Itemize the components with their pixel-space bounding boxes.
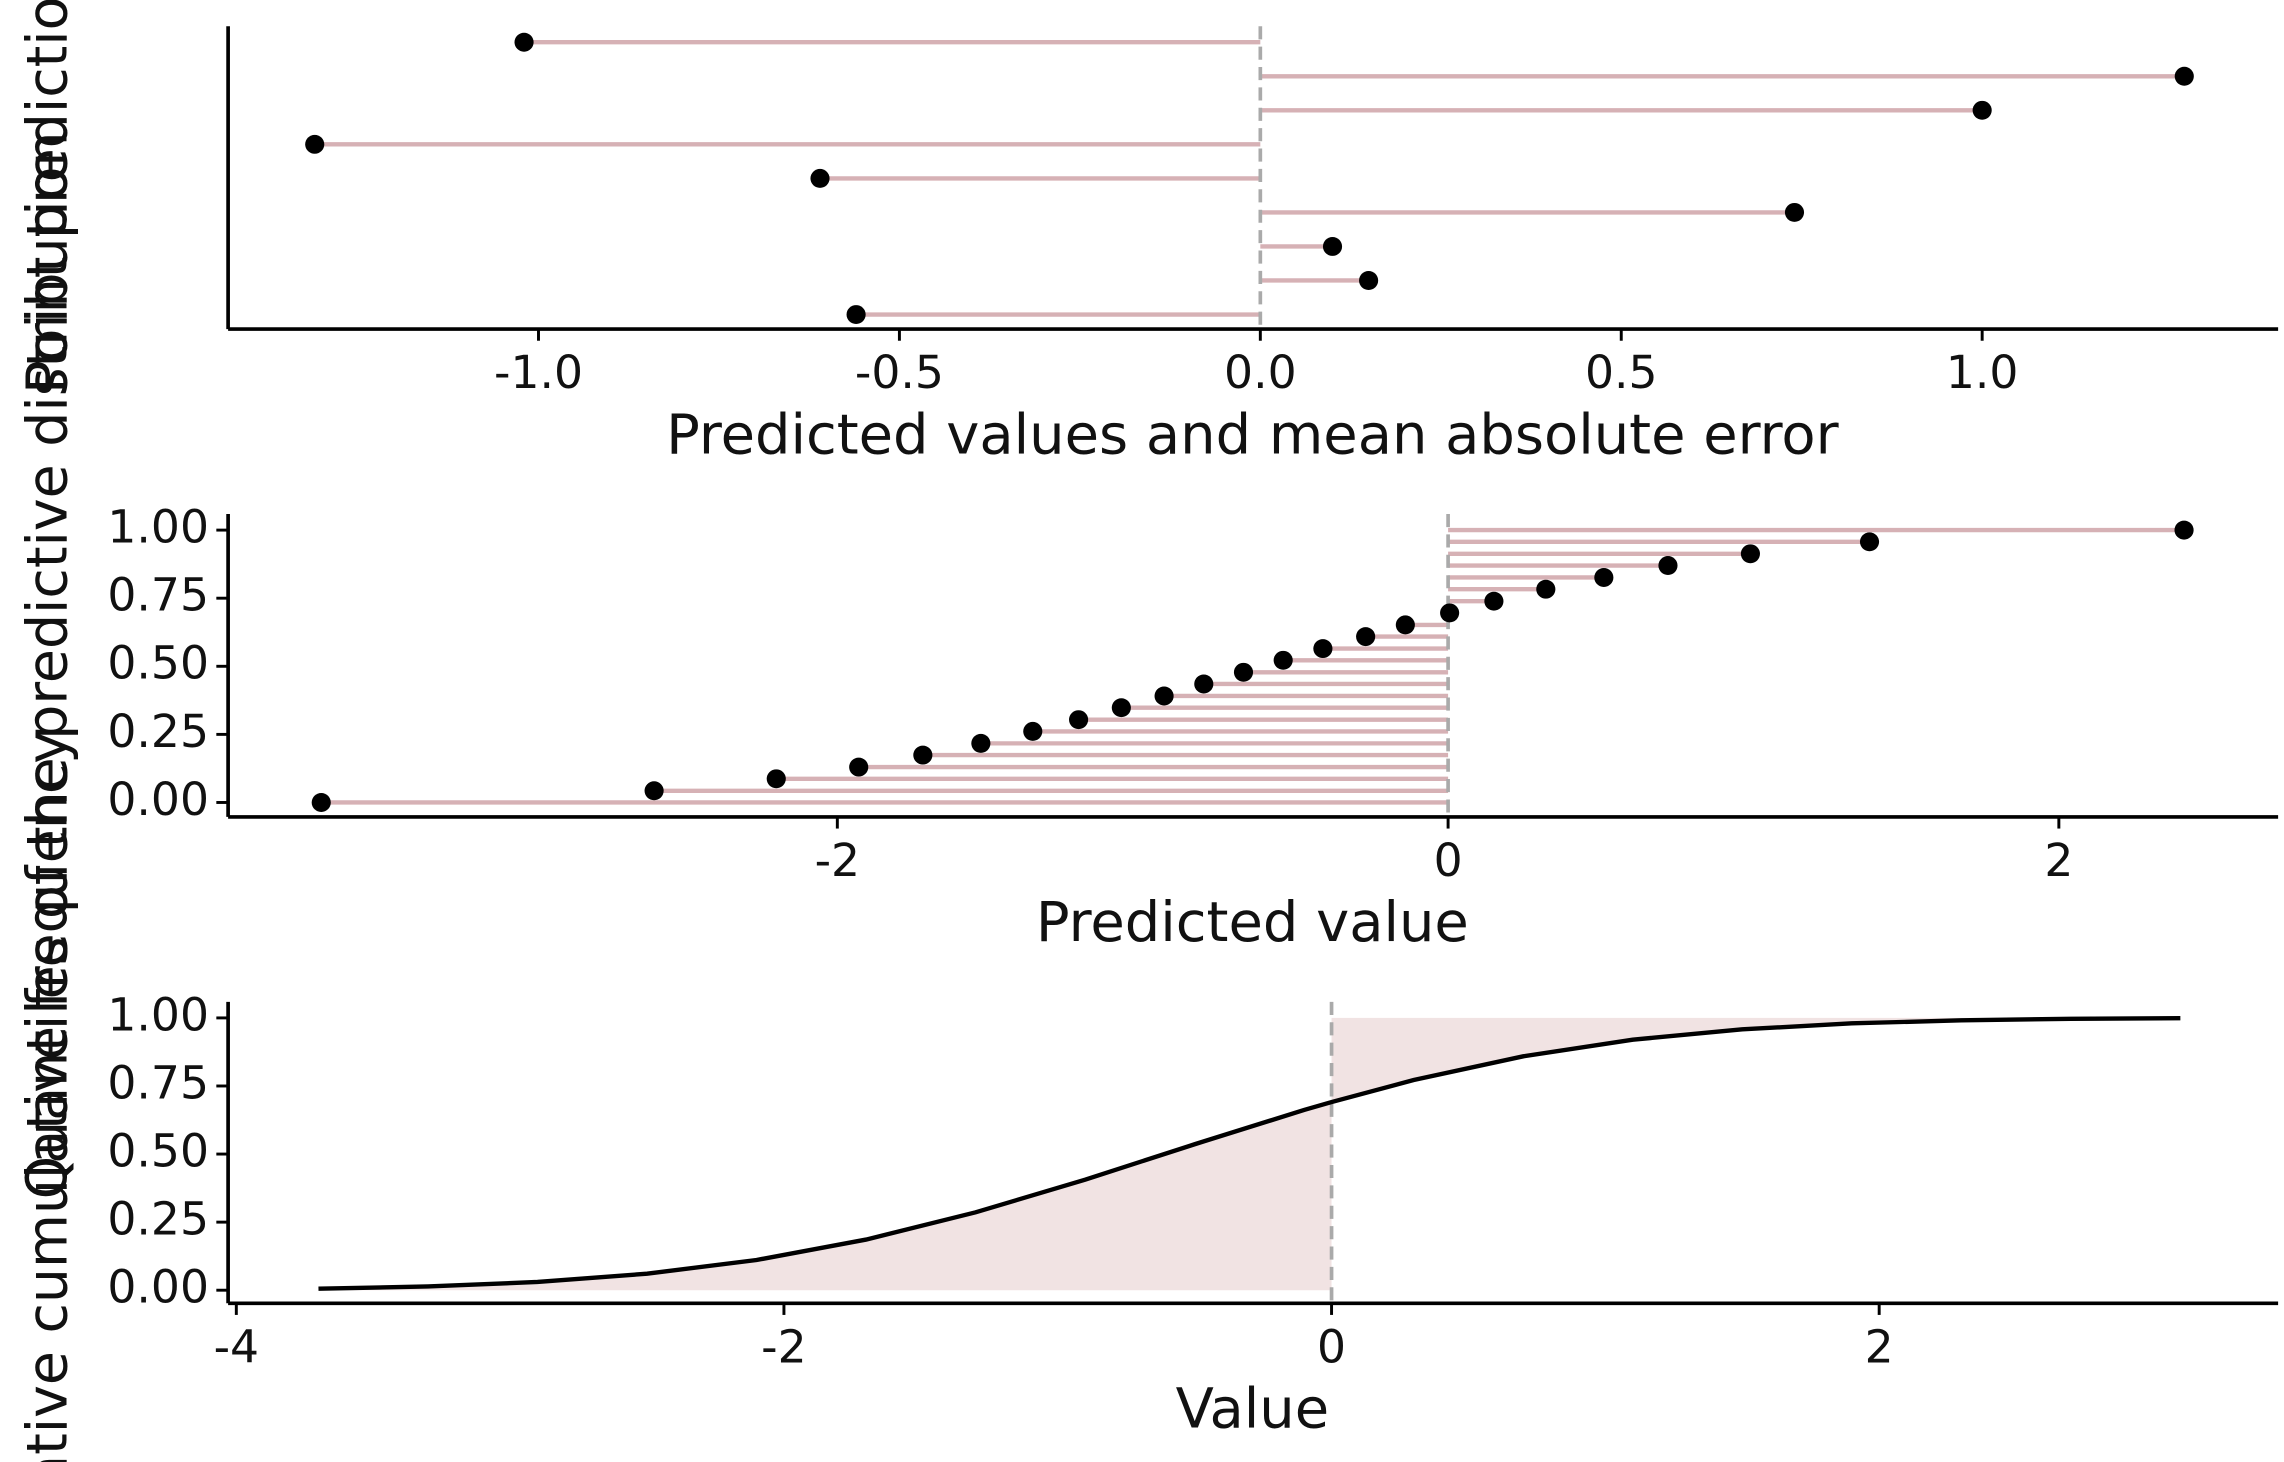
point	[1154, 686, 1174, 706]
shaded-area	[318, 1102, 1332, 1291]
x-axis-label: Predicted values and mean absolute error	[666, 403, 1839, 468]
y-tick-label: 0.25	[107, 1193, 209, 1246]
y-tick-label: 0.75	[107, 569, 209, 622]
point	[971, 733, 991, 753]
point	[1658, 556, 1678, 575]
point	[1273, 650, 1293, 670]
point	[1233, 662, 1254, 682]
x-tick-label: 1.0	[1946, 346, 2019, 399]
y-tick-label: 0.00	[107, 1261, 209, 1314]
x-axis-label: Value	[1176, 1377, 1330, 1442]
point	[1359, 271, 1379, 290]
point	[1440, 603, 1460, 623]
y-tick-label: 0.00	[107, 773, 209, 826]
point	[1356, 627, 1376, 647]
x-tick-label: -4	[214, 1321, 259, 1374]
point	[1194, 674, 1214, 694]
y-axis-label: Quantiles of the predictive distribution	[15, 132, 80, 1200]
x-tick-label: 2	[2044, 834, 2073, 887]
x-tick-label: 0.0	[1224, 346, 1297, 399]
point	[1069, 710, 1089, 730]
shaded-area	[1331, 1017, 2181, 1103]
point	[311, 793, 331, 812]
x-tick-label: 2	[1865, 1321, 1894, 1374]
point	[849, 757, 869, 777]
point	[514, 32, 534, 52]
y-tick-label: 0.50	[107, 1125, 209, 1178]
point	[2174, 66, 2194, 86]
x-axis-label: Predicted value	[1036, 890, 1469, 955]
point	[2174, 520, 2194, 540]
point	[766, 769, 786, 789]
point	[1111, 698, 1131, 718]
x-tick-label: 0	[1434, 834, 1463, 887]
y-tick-label: 1.00	[107, 989, 209, 1042]
x-tick-label: -0.5	[855, 346, 944, 399]
point	[913, 745, 933, 765]
point	[846, 305, 866, 324]
x-tick-label: -1.0	[494, 346, 583, 399]
y-tick-label: 0.75	[107, 1057, 209, 1110]
x-tick-label: -2	[761, 1321, 806, 1374]
y-tick-label: 0.50	[107, 637, 209, 690]
y-axis-label: Relative cumulative frequency	[15, 731, 80, 1462]
point	[644, 781, 664, 801]
x-tick-label: 0.5	[1585, 346, 1658, 399]
y-axis-label: Point prediction	[15, 0, 80, 394]
cdf-line	[318, 1016, 2181, 1291]
point	[1023, 721, 1043, 741]
point	[810, 168, 830, 188]
y-tick-label: 0.25	[107, 705, 209, 758]
point	[305, 134, 325, 154]
point	[1594, 568, 1614, 587]
x-tick-label: 0	[1317, 1321, 1346, 1374]
point	[1859, 532, 1880, 552]
point	[1313, 639, 1333, 659]
point	[1395, 615, 1415, 635]
point	[1784, 202, 1805, 222]
x-tick-label: -2	[815, 834, 860, 887]
point	[1536, 579, 1556, 599]
point	[1484, 591, 1504, 611]
point	[1740, 544, 1760, 564]
point	[1322, 236, 1343, 256]
y-tick-label: 1.00	[107, 501, 209, 554]
point	[1972, 100, 1992, 120]
